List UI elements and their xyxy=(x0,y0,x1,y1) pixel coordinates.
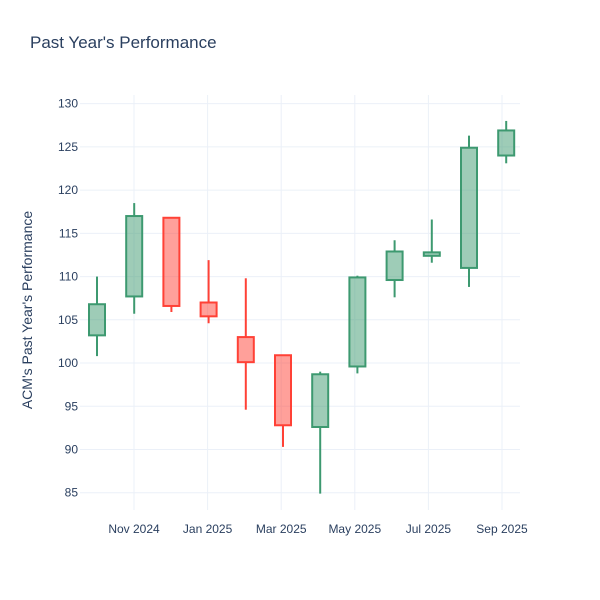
x-tick-label: May 2025 xyxy=(328,522,381,536)
candle-body-decreasing xyxy=(162,216,181,307)
candle-body-increasing xyxy=(422,251,441,257)
x-tick-label: Mar 2025 xyxy=(256,522,307,536)
y-tick-label: 85 xyxy=(65,486,79,500)
candle-body-increasing xyxy=(348,276,367,368)
x-tick-label: Sep 2025 xyxy=(476,522,528,536)
candle-body-decreasing xyxy=(199,301,218,318)
y-tick-label: 100 xyxy=(58,356,78,370)
y-tick-label: 105 xyxy=(58,313,78,327)
y-tick-label: 90 xyxy=(65,442,79,456)
x-tick-label: Jul 2025 xyxy=(406,522,452,536)
candle-body-increasing xyxy=(497,129,516,157)
candle-body-decreasing xyxy=(274,354,292,427)
y-tick-label: 120 xyxy=(58,183,78,197)
x-tick-label: Jan 2025 xyxy=(183,522,233,536)
candle-body-increasing xyxy=(311,373,330,428)
grid-layer xyxy=(80,95,520,510)
y-tick-label: 130 xyxy=(58,97,78,111)
candle-body-increasing xyxy=(385,250,404,282)
candle-body-increasing xyxy=(88,303,106,337)
x-tick-label: Nov 2024 xyxy=(108,522,160,536)
candle-layer xyxy=(88,120,516,494)
candle-body-decreasing xyxy=(236,336,255,364)
candle-body-increasing xyxy=(125,215,144,298)
y-tick-label: 95 xyxy=(65,399,79,413)
tick-layer: 85 90 95 100 105 110 115 120 125 130 Nov 2024 Jan 2… xyxy=(58,97,528,536)
y-tick-label: 125 xyxy=(58,140,78,154)
y-tick-label: 115 xyxy=(59,226,78,240)
y-tick-label: 110 xyxy=(59,270,78,284)
chart-title: Past Year's Performance xyxy=(30,33,217,52)
candle-body-increasing xyxy=(460,146,478,269)
